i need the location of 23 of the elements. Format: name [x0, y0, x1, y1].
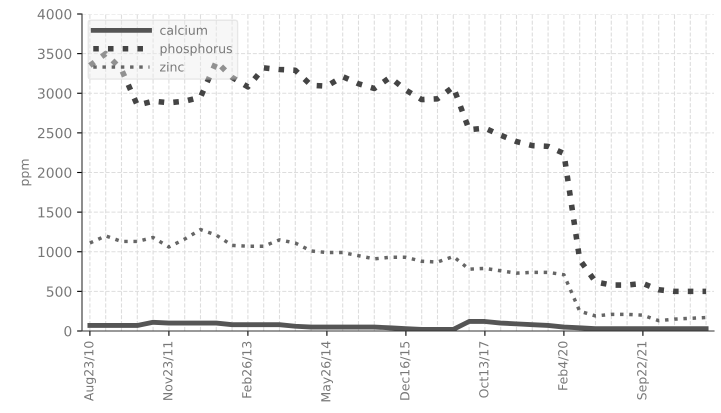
- x-tick-label: Oct13/17: [479, 342, 490, 398]
- y-tick-label: 4000: [38, 8, 72, 20]
- y-tick-label: 2500: [38, 128, 72, 138]
- legend-label: phosphorus: [160, 44, 232, 56]
- x-tick-label: Aug23/10: [84, 342, 96, 402]
- x-tick-label: Feb4/20: [558, 342, 569, 390]
- legend-label: zinc: [160, 62, 184, 72]
- y-tick-label: 2000: [38, 167, 72, 178]
- legend-label: calcium: [160, 25, 207, 35]
- y-axis-title: ppm: [22, 160, 32, 186]
- x-tick-label: Sep22/21: [637, 342, 649, 400]
- x-tick-label: Dec16/15: [400, 342, 411, 400]
- x-tick-label: May26/14: [321, 341, 333, 402]
- y-tick-label: 1000: [38, 246, 72, 258]
- y-tick-label: 1500: [38, 207, 72, 218]
- y-tick-label: 3500: [38, 48, 72, 60]
- x-tick-label: Feb26/13: [242, 342, 253, 398]
- line-series: [88, 228, 708, 322]
- y-tick-label: 3000: [38, 88, 72, 99]
- line-series: [87, 319, 709, 331]
- y-tick-label: 500: [46, 286, 72, 297]
- y-tick-label: 0: [64, 326, 72, 336]
- x-tick-label: Nov23/11: [163, 342, 174, 400]
